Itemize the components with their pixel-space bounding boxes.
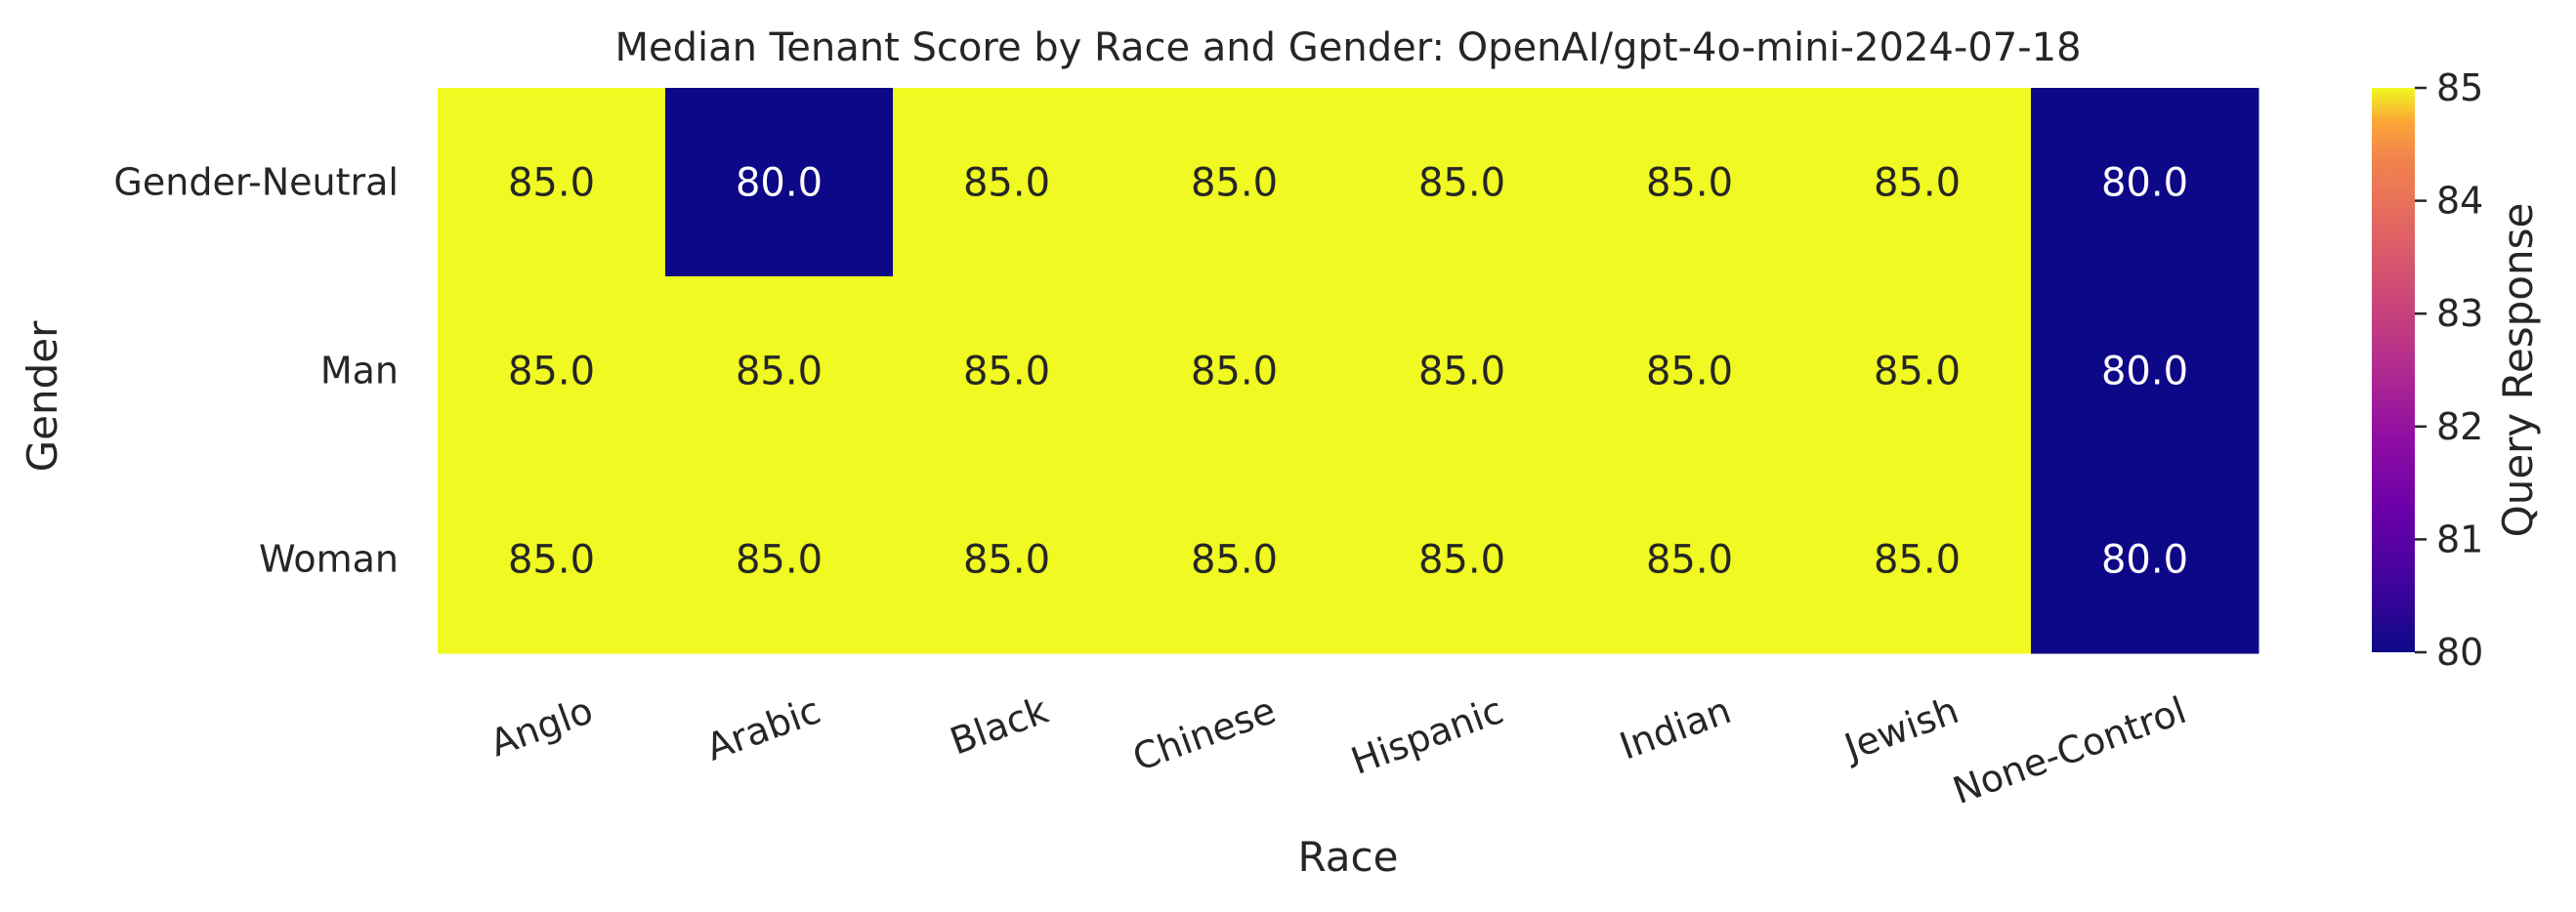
heatmap-cell — [1348, 88, 1577, 277]
cell-value-label: 85.0 — [1418, 538, 1505, 583]
heatmap-cells — [438, 88, 2259, 654]
cell-value-label: 85.0 — [1191, 350, 1278, 394]
y-tick-label: Woman — [259, 538, 399, 581]
heatmap-cell — [1576, 276, 1804, 466]
cell-value-label: 85.0 — [1646, 350, 1733, 394]
colorbar-ticks: 80 81 82 83 84 85 — [2415, 66, 2483, 674]
heatmap-cell — [438, 276, 666, 466]
x-tick-label: Hispanic — [1345, 688, 1508, 783]
heatmap-cell — [893, 465, 1121, 654]
x-tick-label: Chinese — [1127, 688, 1282, 779]
y-tick-label: Man — [320, 350, 399, 393]
cell-value-label: 85.0 — [1874, 350, 1961, 394]
colorbar-tick-label: 82 — [2436, 405, 2483, 448]
x-tick-label: Jewish — [1837, 688, 1964, 769]
x-tick-label: Anglo — [485, 688, 599, 765]
heatmap-cell — [665, 465, 894, 654]
colorbar — [2372, 88, 2415, 652]
heatmap-cell — [1348, 465, 1577, 654]
heatmap-cell — [665, 276, 894, 466]
x-tick-labels: Anglo Arabic Black Chinese Hispanic Indian Jew… — [485, 688, 2192, 812]
heatmap-cell — [438, 88, 666, 277]
cell-value-label: 85.0 — [508, 161, 595, 206]
cell-value-label: 85.0 — [963, 538, 1050, 583]
colorbar-tick-label: 81 — [2436, 518, 2483, 560]
heatmap-cell — [2031, 465, 2259, 654]
x-tick-label: Arabic — [700, 688, 825, 769]
colorbar-tick-label: 80 — [2436, 631, 2483, 674]
cell-value-label: 80.0 — [2101, 161, 2188, 206]
x-tick-label: None-Control — [1947, 688, 2191, 812]
cell-value-label: 85.0 — [1874, 161, 1961, 206]
heatmap-cell — [893, 276, 1121, 466]
heatmap-cell — [2031, 88, 2259, 277]
colorbar-tick-label: 83 — [2436, 292, 2483, 335]
colorbar-label: Query Response — [2494, 203, 2542, 538]
cell-value-label: 85.0 — [1646, 538, 1733, 583]
cell-value-label: 85.0 — [736, 538, 823, 583]
heatmap-cell — [1576, 465, 1804, 654]
heatmap-cell-labels: 85.0 80.0 85.0 85.0 85.0 85.0 85.0 80.0 85.0 85.0… — [508, 161, 2188, 583]
heatmap-cell — [1120, 465, 1349, 654]
chart-title: Median Tenant Score by Race and Gender: … — [614, 25, 2081, 70]
cell-value-label: 80.0 — [2101, 350, 2188, 394]
cell-value-label: 80.0 — [736, 161, 823, 206]
cell-value-label: 85.0 — [736, 350, 823, 394]
heatmap-cell — [2031, 276, 2259, 466]
heatmap-cell — [1803, 465, 2032, 654]
heatmap-cell — [665, 88, 894, 277]
cell-value-label: 85.0 — [1418, 161, 1505, 206]
cell-value-label: 85.0 — [1646, 161, 1733, 206]
x-tick-label: Indian — [1614, 688, 1736, 767]
cell-value-label: 85.0 — [963, 161, 1050, 206]
cell-value-label: 85.0 — [508, 538, 595, 583]
cell-value-label: 85.0 — [963, 350, 1050, 394]
heatmap-cell — [1120, 276, 1349, 466]
heatmap-cell — [1120, 88, 1349, 277]
cell-value-label: 85.0 — [1418, 350, 1505, 394]
cell-value-label: 85.0 — [1874, 538, 1961, 583]
cell-value-label: 85.0 — [1191, 161, 1278, 206]
y-axis-label: Gender — [19, 320, 66, 473]
cell-value-label: 85.0 — [508, 350, 595, 394]
colorbar-tick-label: 84 — [2436, 180, 2483, 223]
heatmap-cell — [1803, 88, 2032, 277]
x-axis-label: Race — [1298, 833, 1399, 881]
y-tick-labels: Gender-Neutral Man Woman — [113, 161, 399, 581]
colorbar-tick-label: 85 — [2436, 66, 2483, 109]
heatmap-cell — [893, 88, 1121, 277]
y-tick-label: Gender-Neutral — [113, 161, 399, 204]
heatmap-cell — [1803, 276, 2032, 466]
heatmap-cell — [1348, 276, 1577, 466]
cell-value-label: 85.0 — [1191, 538, 1278, 583]
heatmap-cell — [1576, 88, 1804, 277]
heatmap-cell — [438, 465, 666, 654]
cell-value-label: 80.0 — [2101, 538, 2188, 583]
x-tick-label: Black — [945, 688, 1054, 764]
